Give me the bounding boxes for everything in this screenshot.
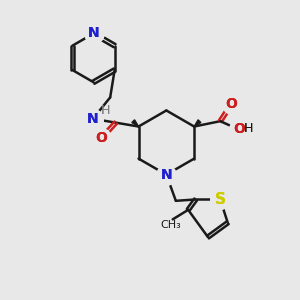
Text: O: O bbox=[233, 122, 245, 136]
Text: N: N bbox=[160, 168, 172, 182]
Text: N: N bbox=[87, 112, 99, 126]
Text: N: N bbox=[88, 26, 99, 40]
Text: O: O bbox=[226, 97, 238, 111]
Text: S: S bbox=[215, 192, 226, 207]
Text: S: S bbox=[215, 192, 226, 207]
Text: O: O bbox=[95, 131, 107, 145]
Text: O: O bbox=[95, 131, 107, 145]
Text: H: H bbox=[244, 122, 253, 135]
Text: H: H bbox=[101, 104, 110, 117]
Polygon shape bbox=[132, 120, 139, 127]
Text: N: N bbox=[87, 112, 99, 126]
Text: O: O bbox=[233, 122, 245, 136]
Text: H: H bbox=[244, 122, 253, 135]
Text: CH₃: CH₃ bbox=[161, 220, 182, 230]
Text: N: N bbox=[88, 26, 99, 40]
Polygon shape bbox=[194, 120, 201, 127]
Text: H: H bbox=[101, 104, 110, 117]
Text: N: N bbox=[160, 168, 172, 182]
Text: O: O bbox=[226, 97, 238, 111]
